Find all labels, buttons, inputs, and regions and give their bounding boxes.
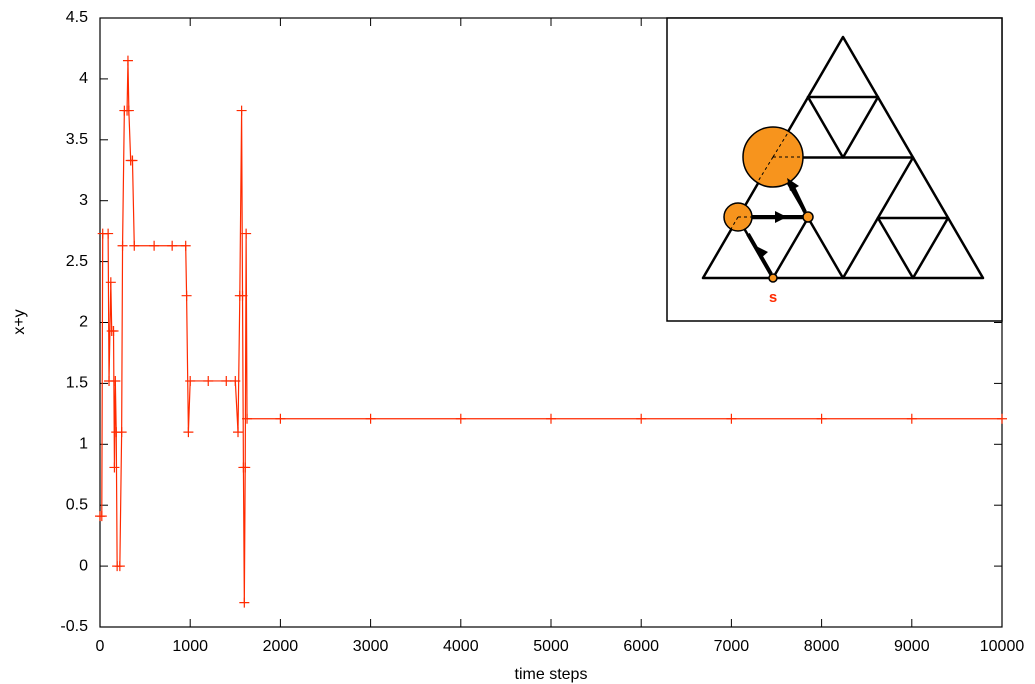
y-tick-label: 2.5 [66, 253, 88, 270]
data-point [242, 413, 253, 424]
data-point [109, 462, 120, 473]
data-point [203, 375, 214, 386]
data-point [180, 240, 191, 251]
data-point [185, 375, 196, 386]
x-tick-label: 5000 [533, 638, 569, 655]
data-point [129, 240, 140, 251]
x-tick-label: 1000 [172, 638, 208, 655]
x-tick-label: 7000 [714, 638, 750, 655]
y-tick-label: 2 [79, 314, 88, 331]
dashed-line [730, 216, 752, 230]
data-point [365, 413, 376, 424]
data-point [103, 228, 114, 239]
data-point [117, 240, 128, 251]
data-point [239, 597, 250, 608]
data-point [127, 155, 138, 166]
y-tick-label: 3 [79, 192, 88, 209]
data-point [167, 240, 178, 251]
x-tick-label: 9000 [894, 638, 930, 655]
data-point [237, 290, 248, 301]
node [802, 211, 814, 223]
arrow-head [756, 178, 799, 259]
data-point [906, 413, 917, 424]
node [768, 273, 778, 283]
data-point [123, 105, 134, 116]
data-point [241, 228, 252, 239]
y-tick-label: 4 [79, 70, 88, 87]
y-tick-label: 0 [79, 557, 88, 574]
x-tick-label: 3000 [353, 638, 389, 655]
data-point [114, 561, 125, 572]
x-tick-label: 2000 [263, 638, 299, 655]
data-point [455, 413, 466, 424]
data-point [149, 240, 160, 251]
data-point [546, 413, 556, 424]
y-tick-label: 3.5 [66, 131, 88, 148]
data-point [726, 413, 737, 424]
triangle [876, 216, 950, 280]
x-tick-label: 0 [96, 638, 105, 655]
data-point [122, 55, 133, 66]
data-point [108, 326, 119, 337]
data-point [105, 277, 116, 288]
data-point [116, 427, 127, 438]
x-tick-label: 6000 [623, 638, 659, 655]
data-point [181, 290, 192, 301]
data-point [183, 427, 194, 438]
y-tick-label: 1.5 [66, 375, 88, 392]
y-tick-label: 0.5 [66, 496, 88, 513]
data-point [236, 105, 247, 116]
data-point [240, 462, 251, 473]
data-point [96, 511, 107, 522]
data-point [233, 427, 244, 438]
data-point [230, 375, 241, 386]
x-tick-label: 4000 [443, 638, 479, 655]
data-point [636, 413, 647, 424]
data-point [816, 413, 827, 424]
y-axis-label: x+y [11, 309, 28, 334]
data-point [275, 413, 286, 424]
triangle [806, 95, 880, 159]
x-tick-label: 10000 [980, 638, 1025, 655]
data-point [997, 413, 1007, 424]
source-label: s [769, 289, 777, 306]
inset-diagram: s [666, 17, 1003, 322]
data-point [221, 375, 232, 386]
x-axis-label: time steps [515, 666, 588, 683]
x-tick-label: 8000 [804, 638, 840, 655]
y-tick-label: 4.5 [66, 9, 88, 26]
y-tick-label: 1 [79, 436, 88, 453]
dashed-line [756, 130, 803, 184]
y-tick-label: -0.5 [60, 618, 88, 635]
inset-frame [666, 17, 1003, 322]
data-point [110, 375, 121, 386]
